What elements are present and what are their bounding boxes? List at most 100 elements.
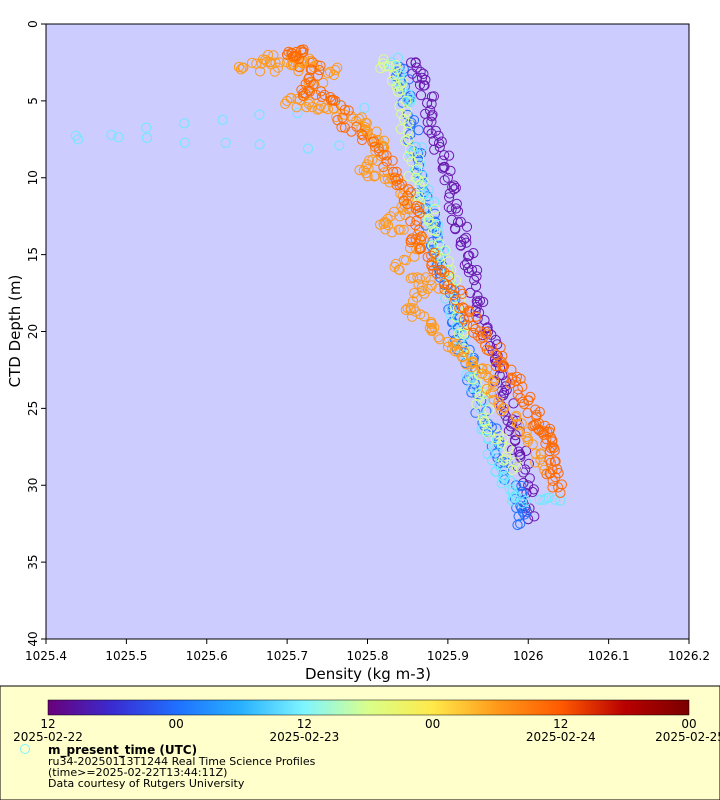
data-point: [380, 61, 391, 72]
plot-area: [45, 23, 690, 640]
data-point: [413, 174, 424, 185]
data-point: [426, 280, 437, 291]
colorbar-date-label: 2025-02-23: [270, 730, 340, 744]
data-point: [556, 479, 568, 490]
data-point: [401, 95, 412, 106]
data-point: [393, 86, 404, 97]
y-tick-label: 30: [26, 478, 40, 493]
data-point: [328, 69, 339, 81]
legend-line-1: ru34-20250113T1244 Real Time Science Pro…: [48, 755, 316, 768]
data-point: [269, 66, 280, 77]
data-point: [356, 128, 367, 140]
data-point: [443, 202, 454, 213]
data-point: [291, 102, 302, 113]
data-point: [490, 466, 501, 477]
data-point: [412, 205, 423, 217]
data-point: [398, 195, 409, 206]
colorbar-hour-label: 12: [553, 717, 568, 731]
data-point: [461, 237, 472, 248]
colorbar-hour-label: 12: [40, 717, 55, 731]
data-point: [463, 267, 474, 278]
data-point: [461, 221, 473, 232]
data-point: [493, 400, 504, 411]
y-tick-label: 15: [26, 247, 40, 262]
data-point: [408, 303, 419, 314]
data-point: [480, 326, 491, 337]
data-point: [434, 138, 445, 149]
data-point: [512, 389, 523, 400]
colorbar-hour-label: 12: [297, 717, 312, 731]
data-point: [518, 467, 529, 478]
data-point: [400, 304, 411, 315]
data-point: [415, 243, 426, 254]
data-point: [450, 182, 461, 193]
data-point: [521, 506, 533, 517]
data-point: [498, 362, 509, 373]
data-point: [490, 361, 502, 372]
data-point: [303, 143, 314, 154]
data-point: [426, 111, 437, 122]
data-point: [310, 89, 321, 100]
data-point: [412, 272, 423, 283]
data-point: [458, 314, 469, 325]
data-point: [405, 129, 416, 140]
data-point: [478, 332, 489, 343]
data-point: [446, 204, 457, 215]
data-point: [280, 98, 291, 110]
data-point: [378, 149, 389, 160]
data-point: [444, 188, 455, 199]
data-point: [294, 62, 305, 73]
data-point: [73, 134, 84, 145]
data-point: [490, 334, 501, 346]
data-point: [305, 64, 316, 75]
data-point: [254, 109, 265, 120]
data-point: [515, 518, 526, 529]
data-point: [328, 94, 339, 105]
data-point: [403, 184, 414, 195]
data-point: [477, 363, 488, 374]
data-point: [433, 283, 444, 294]
data-point: [511, 410, 522, 421]
data-point: [452, 217, 464, 228]
data-point: [141, 132, 153, 143]
data-point: [402, 126, 413, 137]
data-points: [70, 44, 568, 531]
data-point: [309, 62, 320, 73]
data-point: [507, 372, 518, 383]
data-point: [555, 495, 566, 506]
data-point: [522, 408, 533, 419]
data-point: [445, 283, 456, 294]
data-point: [330, 95, 341, 107]
data-point: [307, 102, 318, 113]
data-point: [519, 509, 530, 520]
data-point: [523, 434, 534, 445]
data-point: [411, 215, 422, 226]
data-point: [547, 482, 558, 493]
x-tick-label: 1026.2: [668, 649, 710, 663]
data-point: [474, 326, 486, 337]
x-tick-label: 1025.5: [105, 649, 147, 663]
data-point: [410, 203, 421, 214]
data-point: [463, 312, 475, 323]
data-point: [390, 60, 401, 71]
data-point: [462, 319, 473, 330]
data-point: [513, 446, 524, 457]
y-tick-label: 0: [26, 20, 40, 28]
data-point: [400, 209, 411, 220]
data-point: [553, 482, 564, 493]
data-point: [471, 382, 482, 393]
data-point: [358, 165, 369, 176]
data-point: [444, 192, 455, 203]
data-point: [375, 63, 386, 74]
data-point: [428, 91, 439, 102]
data-point: [447, 343, 458, 354]
data-point: [334, 140, 345, 151]
data-point: [496, 478, 507, 489]
data-point: [314, 65, 325, 76]
data-point: [293, 54, 304, 65]
x-tick-label: 1025.6: [186, 649, 228, 663]
data-point: [501, 384, 512, 395]
data-point: [532, 423, 543, 434]
data-point: [322, 68, 334, 79]
data-point: [423, 184, 434, 196]
